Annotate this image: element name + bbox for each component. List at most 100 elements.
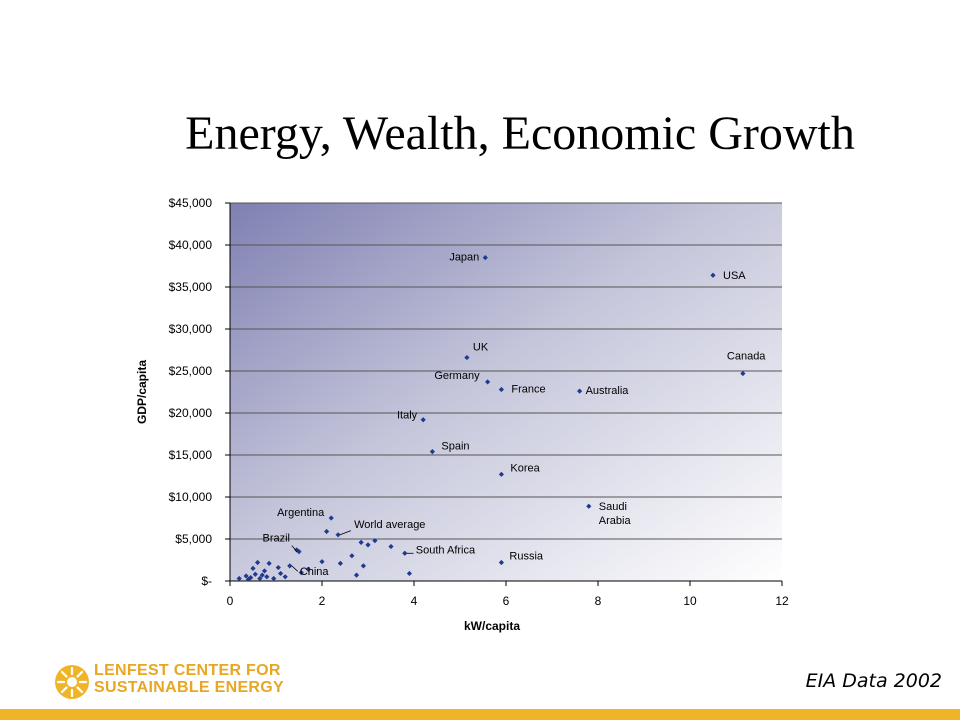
data-point [257, 575, 263, 582]
x-tick-label: 10 [683, 594, 697, 608]
y-tick-label: $10,000 [169, 490, 213, 504]
data-point [337, 560, 343, 566]
point-label: China [300, 566, 330, 578]
point-label: Japan [449, 252, 479, 264]
point-label: Korea [510, 462, 540, 474]
logo-line-2: SUSTAINABLE ENERGY [94, 679, 285, 696]
y-tick-labels: $- $5,000 $10,000 $15,000 $20,000 $25,000 $30,… [169, 196, 213, 588]
data-point [388, 543, 394, 550]
data-point [252, 571, 258, 577]
data-point-labeled [429, 449, 435, 455]
x-tick-labels: 0 2 4 6 8 10 12 [227, 594, 789, 608]
y-tick-label: $5,000 [175, 532, 212, 546]
data-point-labeled [335, 532, 341, 538]
data-point [282, 574, 288, 580]
data-point-labeled [420, 417, 426, 423]
data-point [319, 559, 325, 565]
data-point-labeled [482, 255, 488, 261]
x-tick-label: 4 [411, 594, 418, 608]
data-point [360, 563, 366, 569]
data-point [275, 564, 281, 571]
point-label: Germany [434, 370, 480, 382]
data-point-labeled [328, 515, 334, 521]
x-tick-label: 6 [503, 594, 510, 608]
x-tick-label: 12 [775, 594, 789, 608]
data-point [248, 575, 254, 581]
source-note: EIA Data 2002 [805, 670, 942, 692]
data-point [353, 572, 360, 578]
label-leader [291, 545, 298, 552]
x-tick-label: 2 [319, 594, 326, 608]
data-point [259, 572, 265, 578]
point-label: South Africa [416, 544, 476, 556]
axes [229, 203, 782, 582]
data-point [365, 542, 371, 548]
point-labels: Japan USA UK Canada Germany France Australia It… [262, 252, 766, 578]
data-point [236, 575, 242, 582]
data-point [294, 547, 300, 553]
data-point [255, 559, 261, 566]
y-tick-label: $30,000 [169, 322, 213, 336]
data-point [305, 566, 311, 572]
data-point [372, 538, 378, 544]
x-tick-label: 0 [227, 594, 234, 608]
data-point-labeled [586, 503, 592, 509]
point-label: Argentina [277, 507, 325, 519]
y-axis-label: GDP/capita [135, 360, 149, 424]
point-label: Saudi Arabia [599, 501, 632, 527]
x-tick-label: 8 [595, 594, 602, 608]
plot-area [230, 203, 782, 581]
data-point [298, 570, 304, 576]
data-point-labeled [710, 272, 716, 278]
point-label: Italy [397, 410, 418, 422]
data-point-labeled [498, 471, 504, 477]
y-tick-label: $- [201, 574, 212, 588]
data-point-labeled [464, 354, 470, 361]
data-point-labeled [498, 386, 504, 393]
data-point [266, 560, 272, 566]
point-label: Canada [727, 351, 766, 363]
slide-title: Energy, Wealth, Economic Growth [185, 107, 855, 160]
logo-text: LENFEST CENTER FOR SUSTAINABLE ENERGY [94, 662, 284, 696]
data-point [324, 528, 330, 535]
data-point [358, 539, 364, 545]
data-points [236, 255, 746, 582]
point-label: Russia [509, 551, 544, 563]
data-point-labeled [287, 563, 293, 569]
point-label: Brazil [262, 533, 290, 545]
point-label: Spain [441, 441, 469, 453]
point-label: France [511, 383, 545, 395]
data-point [243, 573, 249, 579]
y-tick-label: $40,000 [169, 238, 213, 252]
data-point-labeled [485, 379, 491, 385]
bottom-accent-bar [0, 709, 960, 720]
y-tick-label: $15,000 [169, 448, 213, 462]
point-label: UK [473, 342, 489, 354]
label-leader [339, 530, 352, 536]
data-point [245, 576, 251, 582]
point-label: Australia [586, 385, 630, 397]
y-tick-label: $45,000 [169, 196, 213, 210]
data-point-labeled [402, 550, 408, 556]
data-point [278, 570, 284, 577]
data-point-labeled [296, 549, 302, 555]
data-point-labeled [498, 559, 504, 566]
sun-icon [55, 665, 89, 699]
data-point [271, 575, 277, 582]
data-point [261, 568, 268, 574]
data-point [406, 570, 412, 577]
gridlines [225, 202, 783, 586]
lenfest-logo: LENFEST CENTER FOR SUSTAINABLE ENERGY [54, 660, 294, 704]
y-tick-label: $20,000 [169, 406, 213, 420]
x-axis-label: kW/capita [464, 619, 520, 633]
point-label: USA [723, 270, 746, 282]
point-label: World average [354, 519, 425, 531]
y-tick-label: $35,000 [169, 280, 213, 294]
data-point [264, 574, 270, 580]
data-point [349, 553, 355, 559]
label-leader [291, 565, 299, 572]
y-tick-label: $25,000 [169, 364, 213, 378]
data-point-labeled [577, 388, 583, 394]
data-point [250, 565, 256, 571]
